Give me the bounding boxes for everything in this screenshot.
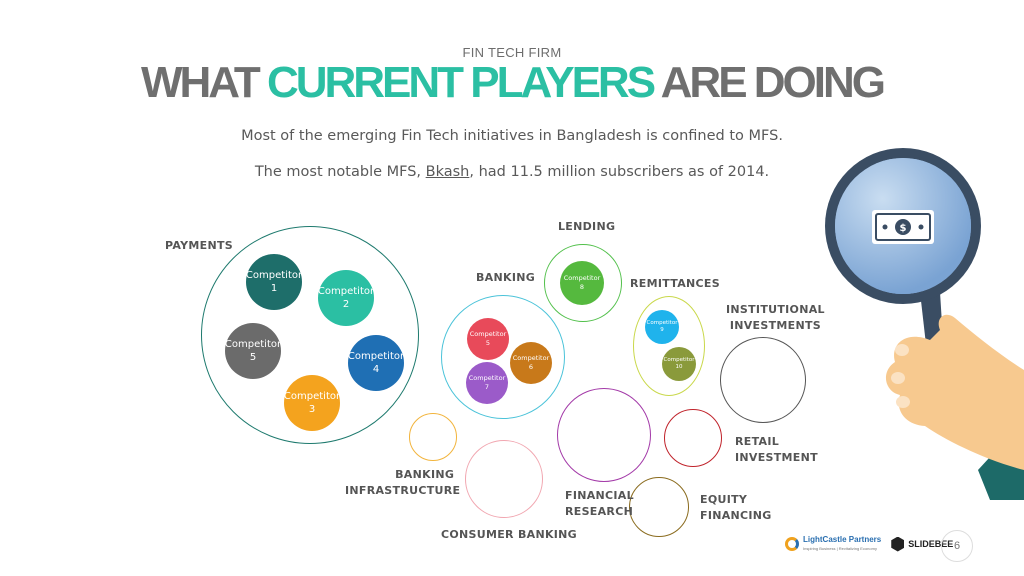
lightcastle-logo-icon	[785, 537, 799, 551]
consumer-banking-ring	[465, 440, 543, 518]
competitor-6: Competitor 6	[510, 342, 552, 384]
equity-financing-ring	[629, 477, 689, 537]
subtitle-line-2-post: , had 11.5 million subscribers as of 201…	[469, 164, 770, 180]
bkash-link[interactable]: Bkash	[425, 164, 470, 180]
competitor-5-label: Competitor	[224, 338, 282, 350]
label-retail-line2: INVESTMENT	[735, 451, 818, 464]
title-part-what: WHAT	[141, 58, 261, 107]
label-banking-infrastructure: BANKING INFRASTRUCTURE	[345, 467, 460, 499]
competitor-8: Competitor 8	[560, 261, 604, 305]
slidebee-logo-icon	[891, 536, 905, 552]
lightcastle-tagline: Inspiring Business | Revitalizing Econom…	[803, 546, 877, 551]
label-retail-line1: RETAIL	[735, 435, 780, 448]
label-remittances: REMITTANCES	[630, 277, 720, 290]
label-payments: PAYMENTS	[165, 239, 233, 252]
label-lending: LENDING	[558, 220, 616, 233]
competitor-9-number: 9	[660, 327, 664, 333]
label-equity-financing: EQUITY FINANCING	[700, 492, 772, 524]
competitor-4-number: 4	[372, 364, 380, 375]
label-institutional-line1: INSTITUTIONAL	[726, 303, 825, 316]
retail-investment-ring	[664, 409, 722, 467]
label-banking-infra-line1: BANKING	[395, 468, 455, 481]
label-institutional-investments: INSTITUTIONAL INVESTMENTS	[726, 302, 825, 334]
competitor-3-label: Competitor	[283, 390, 341, 402]
competitor-3: Competitor 3	[284, 375, 340, 431]
label-institutional-line2: INVESTMENTS	[729, 319, 821, 332]
competitor-4-label: Competitor	[347, 350, 405, 362]
label-equity-line2: FINANCING	[700, 509, 772, 522]
subtitle-line-2: The most notable MFS, Bkash, had 11.5 mi…	[0, 164, 1024, 180]
competitor-6-number: 6	[528, 363, 534, 371]
competitor-8-number: 8	[579, 283, 585, 291]
title-part-are-doing: ARE DOING	[660, 58, 886, 107]
subtitle-line-1: Most of the emerging Fin Tech initiative…	[241, 128, 783, 144]
lightcastle-logo-text: LightCastle Partners Inspiring Business …	[803, 535, 881, 553]
section-kicker: FIN TECH FIRM	[462, 45, 562, 60]
page-title: WHAT CURRENT PLAYERS ARE DOING	[0, 58, 1024, 108]
financial-research-ring	[557, 388, 651, 482]
competitor-9-label: Competitor	[646, 319, 678, 326]
label-banking-infra-line2: INFRASTRUCTURE	[345, 484, 461, 497]
competitor-1-label: Competitor	[245, 269, 303, 281]
footer-logos: LightCastle Partners Inspiring Business …	[785, 535, 953, 553]
competitor-1-number: 1	[270, 283, 278, 294]
competitor-5-number: 5	[249, 352, 257, 363]
banking-ring	[441, 295, 565, 419]
label-equity-line1: EQUITY	[700, 493, 748, 506]
banking-infrastructure-ring	[409, 413, 457, 461]
competitor-5b-number: 5	[485, 339, 491, 347]
competitor-7-number: 7	[484, 383, 490, 391]
lending-ring	[544, 244, 622, 322]
remittances-ring	[633, 296, 705, 396]
label-financial-research: FINANCIAL RESEARCH	[565, 488, 634, 520]
title-part-current-players: CURRENT PLAYERS	[266, 58, 656, 107]
competitor-7: Competitor 7	[466, 362, 508, 404]
competitor-3-number: 3	[308, 404, 316, 415]
payments-ring	[201, 226, 419, 444]
competitor-10-label: Competitor	[663, 356, 695, 363]
institutional-investments-ring	[720, 337, 806, 423]
competitor-2: Competitor 2	[318, 270, 374, 326]
competitor-2-number: 2	[342, 299, 350, 310]
competitor-5b: Competitor 5	[467, 318, 509, 360]
competitor-2-label: Competitor	[317, 285, 375, 297]
competitor-6-label: Competitor	[512, 354, 550, 363]
competitor-1: Competitor 1	[246, 254, 302, 310]
competitor-5b-label: Competitor	[469, 330, 507, 339]
label-financial-research-line2: RESEARCH	[565, 505, 634, 518]
label-financial-research-line1: FINANCIAL	[565, 489, 634, 502]
subtitle-line-2-pre: The most notable MFS,	[254, 164, 422, 180]
label-retail-investment: RETAIL INVESTMENT	[735, 434, 818, 466]
competitor-7-label: Competitor	[468, 374, 506, 383]
page-number: 6	[941, 530, 973, 562]
slidebee-logo-text: SLIDEBEE	[908, 539, 954, 549]
label-banking: BANKING	[476, 271, 536, 284]
label-consumer-banking: CONSUMER BANKING	[441, 528, 577, 541]
lightcastle-name: LightCastle Partners	[803, 535, 882, 544]
svg-text:$: $	[900, 223, 907, 234]
competitor-4: Competitor 4	[348, 335, 404, 391]
competitor-10: Competitor 10	[662, 347, 696, 381]
competitor-10-number: 10	[675, 364, 683, 370]
competitor-5: Competitor 5	[225, 323, 281, 379]
competitor-8-label: Competitor	[563, 274, 601, 283]
competitor-9: Competitor 9	[645, 310, 679, 344]
